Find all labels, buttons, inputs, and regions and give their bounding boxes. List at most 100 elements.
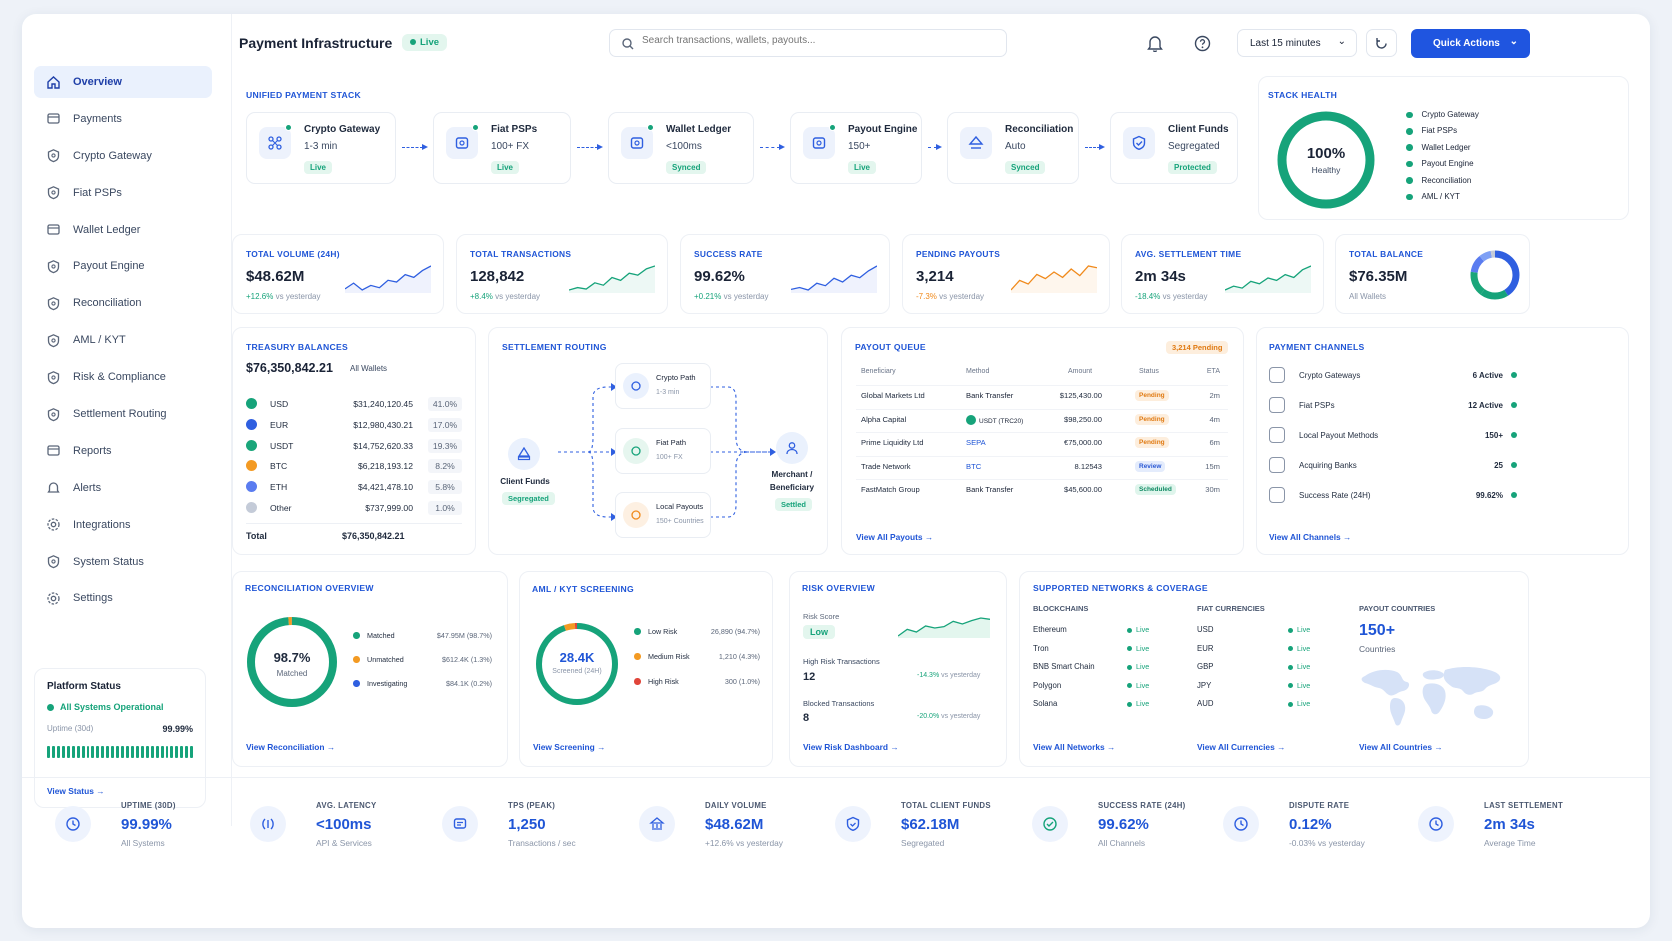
treasury-row[interactable]: USDT $14,752,620.33 19.3% bbox=[246, 438, 462, 455]
payout-row-divider bbox=[856, 432, 1228, 434]
channel-row[interactable]: Fiat PSPs 12 Active bbox=[1269, 397, 1517, 417]
sidebar-item-risk-compliance[interactable]: Risk & Compliance bbox=[34, 361, 212, 393]
payout-icon bbox=[812, 137, 826, 149]
sidebar-item-system-status[interactable]: System Status bbox=[34, 546, 212, 578]
route-path-fiat-path[interactable]: Fiat Path 100+ FX bbox=[615, 428, 711, 474]
view-networks-link[interactable]: View All Networks → bbox=[1033, 742, 1115, 752]
kpi-sub: All Wallets bbox=[1349, 292, 1386, 301]
legend-value: 26,890 (94.7%) bbox=[710, 627, 760, 636]
live-dot bbox=[410, 39, 416, 46]
sidebar-item-payout-engine[interactable]: Payout Engine bbox=[34, 250, 212, 282]
bottom-stat-tps-peak[interactable]: TPS (PEAK) 1,250 Transactions / sec bbox=[442, 794, 622, 874]
stack-node-name: Client Funds bbox=[1168, 124, 1229, 135]
page-title: Payment Infrastructure bbox=[239, 35, 393, 51]
view-channels-link[interactable]: View All Channels → bbox=[1269, 532, 1351, 542]
sidebar-item-settlement-routing[interactable]: Settlement Routing bbox=[34, 398, 212, 430]
bell-icon[interactable] bbox=[1147, 35, 1163, 52]
treasury-row[interactable]: ETH $4,421,478.10 5.8% bbox=[246, 480, 462, 496]
kpi-card[interactable]: AVG. SETTLEMENT TIME 2m 34s -18.4% vs yest… bbox=[1121, 234, 1324, 314]
help-icon[interactable] bbox=[1194, 35, 1211, 52]
status-dot bbox=[1511, 372, 1517, 378]
sidebar-item-aml-kyt[interactable]: AML / KYT bbox=[34, 324, 212, 356]
legend-value: 300 (1.0%) bbox=[724, 677, 760, 686]
channel-row[interactable]: Acquiring Banks 25 bbox=[1269, 457, 1517, 477]
stack-node-crypto-gateway[interactable]: Crypto Gateway 1-3 min Live bbox=[246, 112, 396, 184]
sidebar-item-integrations[interactable]: Integrations bbox=[34, 509, 212, 541]
stack-node-detail: Segregated bbox=[1168, 141, 1220, 152]
health-item-label: Wallet Ledger bbox=[1421, 142, 1471, 152]
kpi-card[interactable]: TOTAL BALANCE $76.35M All Wallets bbox=[1335, 234, 1530, 314]
sidebar-item-reports[interactable]: Reports bbox=[34, 435, 212, 467]
payout-eta: 30m bbox=[1205, 485, 1220, 495]
stack-node-fiat-psps[interactable]: Fiat PSPs 100+ FX Live bbox=[433, 112, 571, 184]
view-screening-link[interactable]: View Screening → bbox=[533, 742, 605, 752]
kpi-card[interactable]: SUCCESS RATE 99.62% +0.21% vs yesterday bbox=[680, 234, 890, 314]
view-status-link[interactable]: View Status → bbox=[47, 786, 105, 796]
treasury-row[interactable]: EUR $12,980,430.21 17.0% bbox=[246, 417, 462, 434]
treasury-row[interactable]: USD $31,240,120.45 41.0% bbox=[246, 397, 462, 413]
uptime-bar bbox=[160, 746, 164, 758]
kpi-card[interactable]: TOTAL VOLUME (24H) $48.62M +12.6% vs yeste… bbox=[232, 234, 444, 314]
stack-node-icon-box bbox=[1123, 127, 1155, 159]
quick-actions-button[interactable]: Quick Actions ⌄ bbox=[1411, 29, 1530, 58]
bottom-stat-success-rate-24h[interactable]: SUCCESS RATE (24H) 99.62% All Channels bbox=[1032, 794, 1212, 874]
stack-node-icon-box bbox=[621, 127, 653, 159]
stack-node-badge: Synced bbox=[1005, 161, 1046, 174]
time-range-select[interactable]: Last 15 minutes ⌄ bbox=[1237, 29, 1357, 57]
kpi-card[interactable]: PENDING PAYOUTS 3,214 -7.3% vs yesterday bbox=[902, 234, 1110, 314]
route-path-local-payouts[interactable]: Local Payouts 150+ Countries bbox=[615, 492, 711, 538]
bottom-stat-total-client-funds[interactable]: TOTAL CLIENT FUNDS $62.18M Segregated bbox=[835, 794, 1015, 874]
bottom-stat-uptime-30d[interactable]: UPTIME (30D) 99.99% All Systems bbox=[55, 794, 235, 874]
stack-node-payout-engine[interactable]: Payout Engine 150+ Live bbox=[790, 112, 922, 184]
search-input[interactable] bbox=[642, 35, 992, 46]
risk-sparkline bbox=[898, 617, 990, 638]
channel-row[interactable]: Success Rate (24H) 99.62% bbox=[1269, 487, 1517, 507]
bottom-stat-avg-latency[interactable]: AVG. LATENCY <100ms API & Services bbox=[250, 794, 430, 874]
view-currencies-link[interactable]: View All Currencies → bbox=[1197, 742, 1285, 752]
stack-node-icon-box bbox=[960, 127, 992, 159]
sidebar-item-settings[interactable]: Settings bbox=[34, 582, 212, 614]
treasury-row[interactable]: BTC $6,218,193.12 8.2% bbox=[246, 459, 462, 475]
treasury-row[interactable]: Other $737,999.00 1.0% bbox=[246, 501, 462, 517]
kpi-card[interactable]: TOTAL TRANSACTIONS 128,842 +8.4% vs yester… bbox=[456, 234, 668, 314]
view-status-label: View Status bbox=[47, 786, 94, 796]
refresh-button[interactable] bbox=[1366, 29, 1397, 57]
sidebar-item-fiat-psps[interactable]: Fiat PSPs bbox=[34, 177, 212, 209]
sidebar-item-wallet-ledger[interactable]: Wallet Ledger bbox=[34, 214, 212, 246]
payout-method-text: SEPA bbox=[966, 438, 986, 448]
sidebar-item-label: Reconciliation bbox=[73, 297, 142, 310]
other-icon bbox=[246, 502, 257, 513]
app-frame: Overview Payments Crypto Gateway Fiat PSPs W… bbox=[22, 14, 1650, 928]
countries-value: 150+ bbox=[1359, 622, 1396, 639]
route-path-crypto-path[interactable]: Crypto Path 1-3 min bbox=[615, 363, 711, 409]
arrow-right-icon: → bbox=[890, 742, 899, 752]
health-value: 100% bbox=[1306, 145, 1346, 162]
stack-node-detail: 100+ FX bbox=[491, 141, 530, 152]
bottom-stat-value: 99.99% bbox=[121, 816, 172, 833]
status-dot bbox=[1406, 128, 1413, 135]
stack-node-wallet-ledger[interactable]: Wallet Ledger <100ms Synced bbox=[608, 112, 754, 184]
legend-value: $84.1K (0.2%) bbox=[446, 679, 492, 688]
channel-row[interactable]: Local Payout Methods 150+ bbox=[1269, 427, 1517, 447]
sidebar-item-crypto-gateway[interactable]: Crypto Gateway bbox=[34, 140, 212, 172]
view-payouts-link[interactable]: View All Payouts → bbox=[856, 532, 933, 542]
status-dot bbox=[1288, 701, 1293, 707]
bottom-stat-last-settlement[interactable]: LAST SETTLEMENT 2m 34s Average Time bbox=[1418, 794, 1598, 874]
view-countries-link[interactable]: View All Countries → bbox=[1359, 742, 1443, 752]
bottom-stat-dispute-rate[interactable]: DISPUTE RATE 0.12% -0.03% vs yesterday bbox=[1223, 794, 1403, 874]
sidebar-item-reconciliation[interactable]: Reconciliation bbox=[34, 287, 212, 319]
uptime-bar bbox=[130, 746, 134, 758]
sidebar-item-payments[interactable]: Payments bbox=[34, 103, 212, 135]
sidebar-item-overview[interactable]: Overview bbox=[34, 66, 212, 98]
channel-row[interactable]: Crypto Gateways 6 Active bbox=[1269, 367, 1517, 387]
network-icon bbox=[268, 136, 282, 150]
search-box[interactable] bbox=[609, 29, 1007, 57]
view-risk-link[interactable]: View Risk Dashboard → bbox=[803, 742, 899, 752]
view-recon-link[interactable]: View Reconciliation → bbox=[246, 742, 335, 752]
sidebar-item-alerts[interactable]: Alerts bbox=[34, 472, 212, 504]
bottom-stat-daily-volume[interactable]: DAILY VOLUME $48.62M +12.6% vs yesterday bbox=[639, 794, 819, 874]
status-dot bbox=[1127, 627, 1132, 633]
bottom-stat-icon-box bbox=[1223, 806, 1259, 842]
stack-node-reconciliation[interactable]: Reconciliation Auto Synced bbox=[947, 112, 1079, 184]
stack-node-client-funds[interactable]: Client Funds Segregated Protected bbox=[1110, 112, 1238, 184]
